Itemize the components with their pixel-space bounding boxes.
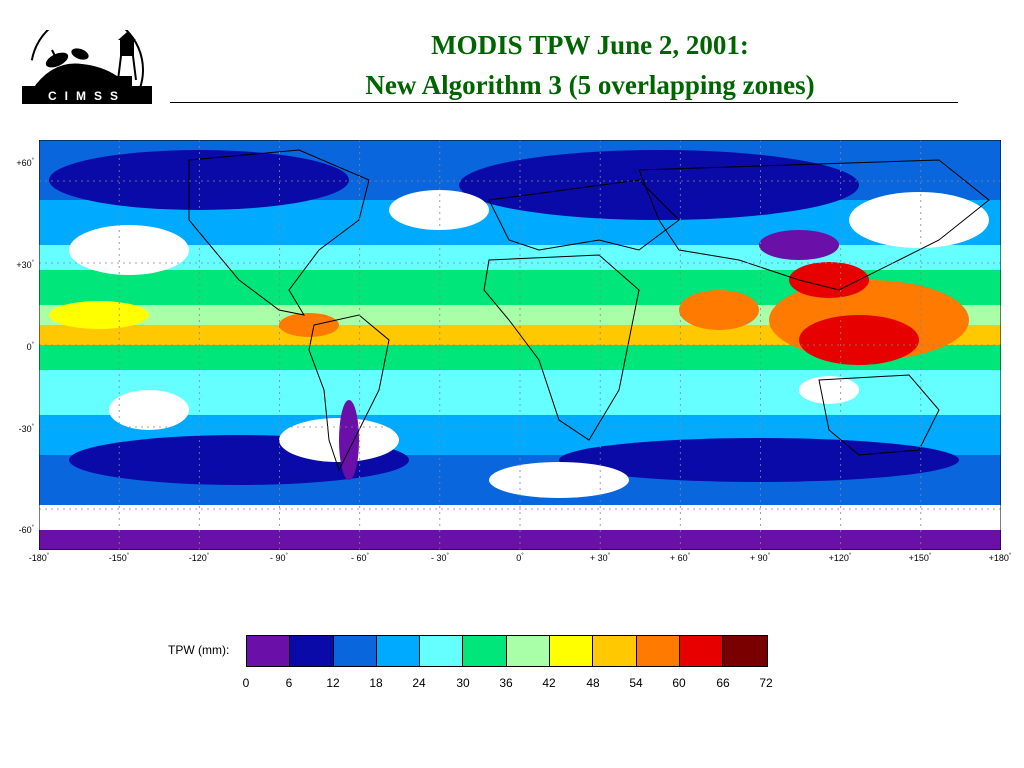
- map-graticule: [39, 140, 1001, 550]
- lon-tick-180e: +180°: [988, 553, 1012, 563]
- page-title: MODIS TPW June 2, 2001:: [431, 30, 749, 60]
- legend-swatch-6: [506, 636, 551, 666]
- lon-tick-120w: -120°: [188, 553, 210, 563]
- lon-tick-30w: - 30°: [431, 553, 449, 563]
- lon-tick-90w: - 90°: [270, 553, 288, 563]
- lon-tick-180w: -180°: [28, 553, 50, 563]
- australia-outline: [818, 374, 940, 456]
- lon-tick-150w: -150°: [108, 553, 130, 563]
- legend-tick-36: 36: [499, 676, 513, 690]
- lat-tick-30n: +30°: [16, 260, 34, 270]
- legend-swatch-2: [333, 636, 377, 666]
- legend-swatch-4: [420, 636, 464, 666]
- cimss-logo: CIMSS: [22, 30, 152, 104]
- legend-tick-24: 24: [412, 676, 426, 690]
- legend-tick-0: 0: [242, 676, 250, 690]
- north-america-outline: [188, 149, 370, 316]
- legend-swatch-3: [376, 636, 421, 666]
- legend-tick-30: 30: [456, 676, 470, 690]
- legend-swatch-5: [463, 636, 507, 666]
- lon-tick-30e: + 30°: [589, 553, 611, 563]
- legend-swatch-9: [636, 636, 680, 666]
- legend-tick-48: 48: [586, 676, 600, 690]
- lon-tick-0: 0°: [516, 553, 524, 563]
- lon-tick-120e: +120°: [828, 553, 852, 563]
- lon-tick-150e: +150°: [908, 553, 932, 563]
- lon-tick-90e: + 90°: [749, 553, 771, 563]
- lon-tick-60w: - 60°: [351, 553, 369, 563]
- page-subtitle: New Algorithm 3 (5 overlapping zones): [365, 70, 815, 100]
- legend-tick-60: 60: [672, 676, 686, 690]
- africa-outline: [483, 254, 640, 441]
- legend-title: TPW (mm):: [168, 643, 230, 657]
- lat-tick-30s: -30°: [18, 424, 34, 434]
- legend-colorbar: [246, 635, 768, 667]
- legend-tick-54: 54: [629, 676, 643, 690]
- asia-outline: [638, 159, 990, 291]
- legend-swatch-10: [679, 636, 724, 666]
- legend-swatch-7: [550, 636, 594, 666]
- legend-tick-72: 72: [759, 676, 773, 690]
- legend-swatch-0: [247, 636, 291, 666]
- south-america-outline: [308, 314, 390, 472]
- legend-tick-6: 6: [285, 676, 293, 690]
- legend-swatch-8: [593, 636, 637, 666]
- legend-tick-12: 12: [326, 676, 340, 690]
- lat-tick-60s: -60°: [18, 525, 34, 535]
- title-divider: [170, 102, 958, 103]
- legend-swatch-11: [723, 636, 767, 666]
- legend-tick-18: 18: [369, 676, 383, 690]
- legend-tick-66: 66: [716, 676, 730, 690]
- logo-text: CIMSS: [48, 89, 126, 103]
- legend-tick-42: 42: [542, 676, 556, 690]
- lat-tick-0: 0°: [26, 342, 34, 352]
- legend-swatch-1: [290, 636, 334, 666]
- band-antarctica: [39, 530, 1001, 550]
- tpw-map: [39, 140, 1001, 550]
- lat-tick-60n: +60°: [16, 158, 34, 168]
- lon-tick-60e: + 60°: [669, 553, 691, 563]
